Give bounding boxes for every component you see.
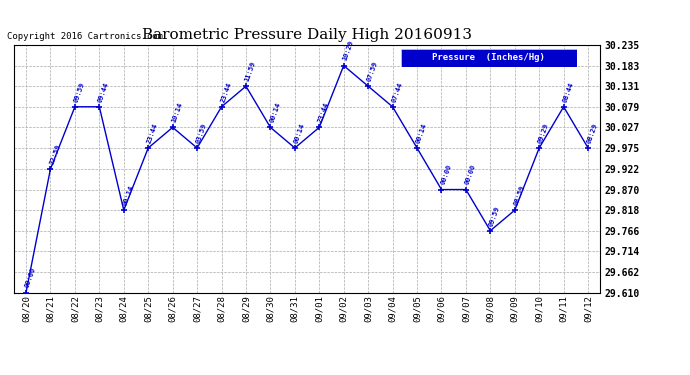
Point xyxy=(485,228,496,234)
Text: 08:59: 08:59 xyxy=(513,184,526,206)
Title: Barometric Pressure Daily High 20160913: Barometric Pressure Daily High 20160913 xyxy=(142,28,472,42)
Text: 23:44: 23:44 xyxy=(317,102,331,123)
Point xyxy=(436,186,447,192)
Text: 22:59: 22:59 xyxy=(48,143,61,165)
Text: 00:14: 00:14 xyxy=(268,102,282,123)
Point xyxy=(509,207,520,213)
Text: 00:00: 00:00 xyxy=(464,164,477,186)
Point xyxy=(533,145,544,151)
Point xyxy=(45,166,56,172)
Point xyxy=(558,104,569,110)
Text: Copyright 2016 Cartronics.com: Copyright 2016 Cartronics.com xyxy=(7,32,163,41)
Point xyxy=(265,124,276,130)
Point xyxy=(143,145,154,151)
Point xyxy=(314,124,325,130)
Text: 11:59: 11:59 xyxy=(244,60,257,82)
Text: 07:59: 07:59 xyxy=(366,60,379,82)
Text: 07:44: 07:44 xyxy=(391,81,404,103)
Text: 08:44: 08:44 xyxy=(562,81,575,103)
Text: 09:29: 09:29 xyxy=(538,122,550,144)
Point xyxy=(289,145,300,151)
Text: 09:59: 09:59 xyxy=(489,205,502,227)
Text: 23:44: 23:44 xyxy=(146,122,159,144)
Text: 00:00: 00:00 xyxy=(440,164,453,186)
Text: 10:14: 10:14 xyxy=(170,102,184,123)
Point xyxy=(21,290,32,296)
Text: 08:29: 08:29 xyxy=(586,122,599,144)
Point xyxy=(338,63,349,69)
Text: 00:14: 00:14 xyxy=(293,122,306,144)
Text: 00:00: 00:00 xyxy=(24,267,37,289)
Text: 09:59: 09:59 xyxy=(73,81,86,103)
Point xyxy=(387,104,398,110)
Text: 09:44: 09:44 xyxy=(97,81,110,103)
Text: 10:29: 10:29 xyxy=(342,40,355,62)
Point xyxy=(70,104,81,110)
Point xyxy=(94,104,105,110)
Point xyxy=(216,104,227,110)
Point xyxy=(192,145,203,151)
Point xyxy=(167,124,178,130)
Point xyxy=(460,186,471,192)
Point xyxy=(363,83,374,89)
Text: 00:14: 00:14 xyxy=(122,184,135,206)
Point xyxy=(118,207,129,213)
Text: 00:14: 00:14 xyxy=(415,122,428,144)
Point xyxy=(411,145,422,151)
Point xyxy=(240,83,251,89)
Text: 03:59: 03:59 xyxy=(195,122,208,144)
Point xyxy=(582,145,593,151)
Text: 23:44: 23:44 xyxy=(219,81,233,103)
